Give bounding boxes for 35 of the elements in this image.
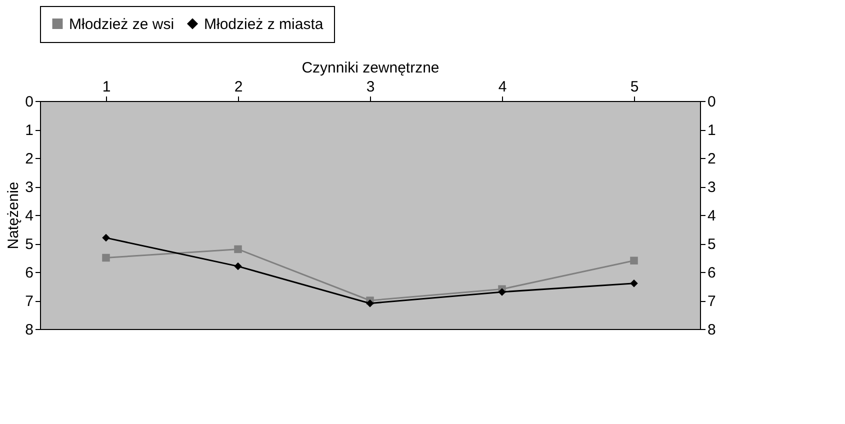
y-tick-label: 7 — [25, 293, 34, 310]
point — [630, 256, 638, 264]
y-tick-label: 5 — [25, 236, 34, 253]
x-tick-label: 1 — [102, 78, 111, 96]
y2-tick-label: 2 — [708, 150, 716, 168]
y-tick-label: 0 — [25, 94, 34, 110]
point — [234, 245, 242, 254]
y2-tick-label: 1 — [708, 122, 716, 139]
y-tick-label: 2 — [25, 150, 34, 168]
x-axis-title: Czynniki zewnętrzne — [302, 60, 440, 76]
legend-label: Młodzież z miasta — [204, 16, 324, 33]
legend-label: Młodzież ze wsi — [69, 16, 174, 33]
y2-tick-label: 4 — [708, 208, 716, 224]
y2-tick-label: 8 — [708, 322, 716, 338]
y-tick-label: 1 — [25, 122, 34, 139]
point — [102, 254, 110, 262]
point — [498, 288, 506, 296]
point — [234, 262, 242, 270]
point — [102, 234, 110, 242]
y-tick-label: 4 — [25, 208, 34, 224]
x-tick-label: 5 — [630, 78, 639, 96]
x-tick-label: 4 — [498, 78, 507, 96]
point — [366, 299, 374, 308]
y-axis-title: Natężenie — [5, 182, 22, 250]
y-tick-label: 6 — [25, 264, 34, 282]
point — [630, 280, 638, 288]
y-tick-label: 3 — [25, 179, 34, 196]
y2-tick-label: 0 — [708, 94, 716, 110]
y2-tick-label: 3 — [708, 179, 716, 196]
y-tick-label: 8 — [25, 322, 34, 338]
x-tick-label: 2 — [234, 78, 243, 96]
y2-tick-label: 5 — [708, 236, 716, 253]
y2-tick-label: 6 — [708, 264, 716, 282]
y2-tick-label: 7 — [708, 293, 716, 310]
x-tick-label: 3 — [366, 78, 375, 96]
